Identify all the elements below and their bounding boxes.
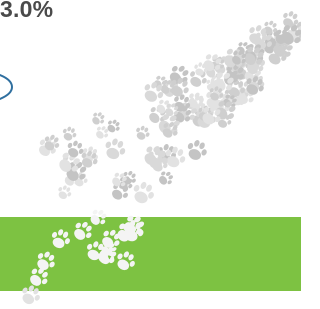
paw-print [184, 137, 210, 163]
paw-toe [93, 112, 98, 117]
paw-toe [34, 294, 41, 302]
paw-pad [57, 190, 68, 201]
paw-pad [67, 146, 81, 159]
paw-toe [107, 120, 112, 125]
paw-toe [147, 191, 155, 200]
paw-toe [205, 53, 213, 60]
paw-toe [83, 178, 88, 184]
paw-toe [156, 75, 162, 80]
paw-print [101, 136, 128, 163]
paw-pad [135, 131, 146, 142]
paw-print [55, 183, 74, 202]
paw-pad [105, 146, 121, 161]
paw-pad [91, 115, 102, 126]
paw-toe [103, 133, 108, 138]
paw-toe [198, 62, 203, 68]
paw-toe [115, 126, 120, 131]
paw-pad [106, 123, 117, 134]
paw-print [133, 124, 152, 143]
paw-toe [145, 132, 150, 138]
paw-pad [157, 174, 168, 186]
paw-toe [171, 65, 179, 73]
paw-toe [227, 119, 232, 125]
paw-print [89, 110, 107, 128]
paw-toe [247, 96, 254, 103]
paw-toe [133, 184, 141, 193]
paw-pad [187, 147, 203, 162]
headline: 3.0% [0, 0, 53, 23]
paw-pad [147, 111, 161, 125]
paw-toe [248, 26, 256, 34]
paw-toe [114, 172, 120, 178]
paw-print [60, 125, 78, 143]
paw-toe [201, 77, 208, 84]
paw-pad [95, 129, 106, 140]
decoration [0, 0, 301, 309]
paw-toe [92, 209, 99, 216]
paw-print [165, 61, 193, 89]
paw-toe [92, 158, 99, 165]
paw-pad [133, 189, 150, 205]
paw-toe [150, 106, 157, 113]
paw-toe [136, 127, 141, 133]
paw-toe [67, 192, 72, 198]
paw-toe [72, 132, 77, 138]
paw-pad [63, 132, 74, 142]
paw-toe [226, 48, 234, 56]
paw-toe [187, 142, 194, 150]
paw-print [129, 179, 158, 207]
paw-toe [105, 141, 113, 149]
paw-pad [189, 75, 204, 89]
paw-toe [122, 192, 129, 199]
paw-toe [182, 86, 189, 94]
paw-toe [67, 142, 73, 149]
paw-toe [99, 119, 104, 124]
paw-toe [173, 96, 180, 103]
paw-toe [143, 83, 151, 91]
paw-print [104, 117, 123, 135]
paw-toe [62, 128, 67, 134]
paw-pad [110, 187, 124, 201]
paw-toe [158, 99, 164, 105]
paw-toe [160, 171, 166, 177]
paw-toe [96, 126, 101, 131]
paw-toe [238, 41, 244, 46]
bubble-outline [0, 70, 12, 104]
paw-toe [194, 64, 199, 69]
paw-toe [264, 21, 270, 27]
paw-toe [282, 12, 288, 19]
paw-toe [179, 155, 187, 163]
paw-toe [167, 179, 173, 185]
paw-toe [119, 147, 127, 155]
paw-toe [200, 148, 207, 156]
paw-toe [189, 70, 196, 77]
paw-pad [21, 291, 36, 306]
paw-toe [58, 186, 63, 192]
infographic-fragment: 3.0% [0, 0, 301, 309]
paw-pad [143, 88, 159, 104]
